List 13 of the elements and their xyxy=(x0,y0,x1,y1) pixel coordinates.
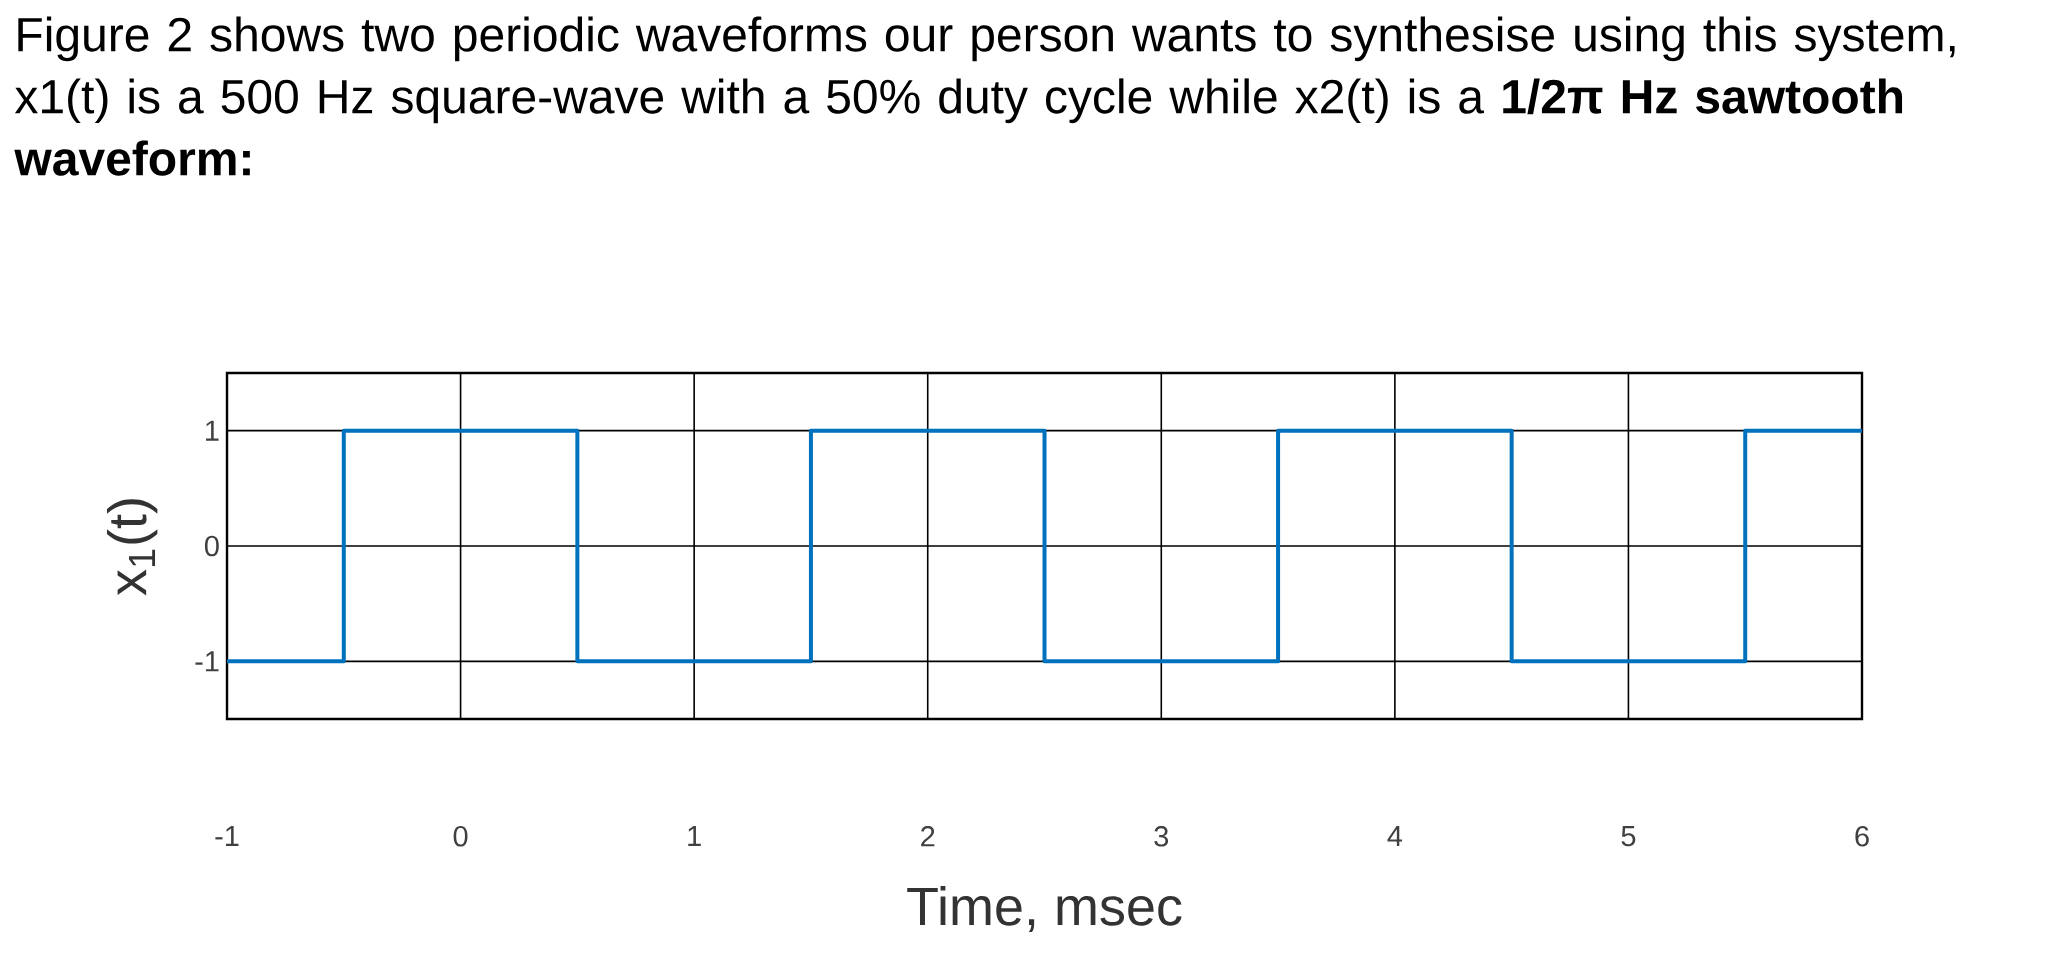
y-tick-label: -1 xyxy=(195,651,219,672)
x-tick-label: 0 xyxy=(453,826,468,847)
y-tick-label: 0 xyxy=(204,535,219,557)
x-tick-label: 5 xyxy=(1621,826,1636,847)
y-axis-title: x$_{1}$(t) xyxy=(107,499,158,596)
x-tick-label: 1 xyxy=(688,826,701,847)
x-tick-label: 3 xyxy=(1154,826,1169,847)
x-tick-label: 2 xyxy=(921,826,935,847)
x-tick-label: 4 xyxy=(1387,826,1403,847)
y-tick-label: 1 xyxy=(206,420,219,441)
x-axis-title: Time, msec xyxy=(907,885,1182,933)
x-tick-label: 6 xyxy=(1855,826,1869,847)
chart-title: Figure 2 shows two periodic waveforms our person wants to synthesise using this system, x1(t) is a 500 Hz square-wave with a 50% duty cycle while x2(t) is a 1/2π Hz sawtooth waveform: xyxy=(14,16,1955,176)
